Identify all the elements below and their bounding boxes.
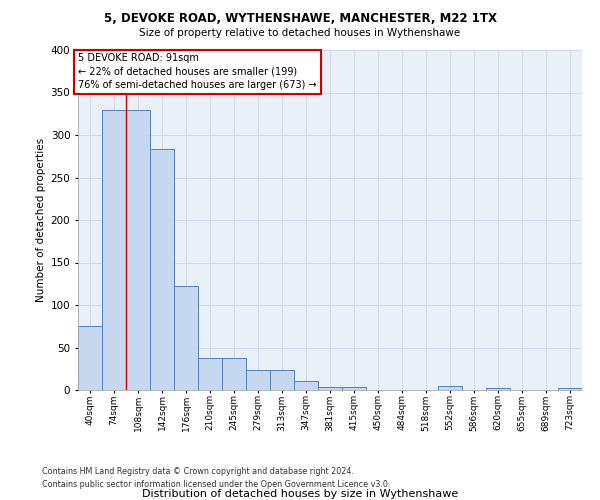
Text: 5 DEVOKE ROAD: 91sqm
← 22% of detached houses are smaller (199)
76% of semi-deta: 5 DEVOKE ROAD: 91sqm ← 22% of detached h… <box>78 54 317 90</box>
Bar <box>558 388 582 390</box>
Bar <box>294 380 318 390</box>
Text: Contains HM Land Registry data © Crown copyright and database right 2024.: Contains HM Land Registry data © Crown c… <box>42 467 354 476</box>
Bar <box>438 386 462 390</box>
Bar <box>342 386 366 390</box>
Y-axis label: Number of detached properties: Number of detached properties <box>37 138 46 302</box>
Text: Contains public sector information licensed under the Open Government Licence v3: Contains public sector information licen… <box>42 480 391 489</box>
Bar <box>78 326 102 390</box>
Bar <box>270 370 294 390</box>
Text: Distribution of detached houses by size in Wythenshawe: Distribution of detached houses by size … <box>142 489 458 499</box>
Bar <box>174 286 198 390</box>
Bar <box>198 358 222 390</box>
Bar <box>150 148 174 390</box>
Bar <box>102 110 126 390</box>
Bar <box>222 358 246 390</box>
Bar <box>126 110 150 390</box>
Bar <box>486 388 510 390</box>
Text: 5, DEVOKE ROAD, WYTHENSHAWE, MANCHESTER, M22 1TX: 5, DEVOKE ROAD, WYTHENSHAWE, MANCHESTER,… <box>104 12 497 26</box>
Text: Size of property relative to detached houses in Wythenshawe: Size of property relative to detached ho… <box>139 28 461 38</box>
Bar <box>318 386 342 390</box>
Bar <box>246 370 270 390</box>
